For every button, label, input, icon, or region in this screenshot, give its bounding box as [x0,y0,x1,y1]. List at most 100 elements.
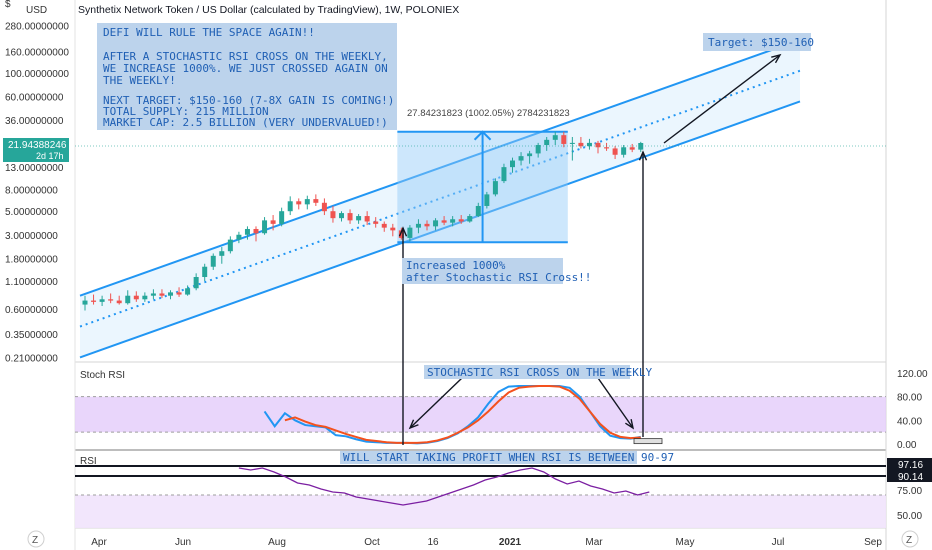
candle-body [176,292,182,295]
candle-body [390,227,396,231]
candlestick-series [82,131,644,311]
stoch-d-line [284,385,641,444]
measure-tool [397,130,568,244]
candle-body [518,156,524,161]
last-price-tag [3,138,69,162]
channel-upper-line [79,39,801,297]
price-tick-label: 1.10000000 [5,277,58,288]
note-line-6: NEXT TARGET: $150-160 (7-8X GAIN IS COMI… [103,94,394,107]
price-tick-label: 100.00000000 [5,69,69,80]
candle-body [475,205,481,217]
last-price-value: 21.94388246 [8,140,67,151]
rsi-band [75,495,886,528]
candle-body [108,299,114,301]
rsi-badge-top-value: 97.16 [898,460,923,471]
note-line-3: WE INCREASE 1000%. WE JUST CROSSED AGAIN… [103,62,388,75]
measure-label: 27.84231823 (1002.05%) 2784231823 [407,108,570,119]
note-line-4: THE WEEKLY! [103,74,176,87]
candle-body [321,202,327,212]
price-tick-label: 36.00000000 [5,116,64,127]
main-note-box[interactable] [97,23,397,130]
rsi-badge-top [887,458,932,470]
increase-note-box[interactable] [402,258,563,284]
candle-body [262,220,268,234]
candle-body [356,216,362,221]
candle-body [544,139,550,146]
arrow-stoch-left [409,377,463,429]
candle-body [116,300,122,304]
stoch-cross-marker [633,438,663,445]
candle-body [484,194,490,206]
time-axis[interactable]: Apr Jun Aug Oct 16 2021 Mar May Jul Sep [91,537,882,548]
note-line-0: DEFI WILL RULE THE SPACE AGAIN!! [103,26,315,39]
candle-body [313,199,319,203]
price-tick-label: 0.21000000 [5,353,58,364]
time-tick-label: Apr [91,537,107,548]
currency-symbol: $ [5,0,11,10]
price-tick-label: 0.35000000 [5,330,58,341]
right-zoom-icon[interactable] [901,530,919,548]
left-zoom-icon-glyph: Z [32,535,38,546]
price-tick-label: 60.00000000 [5,93,64,104]
candle-body [467,216,473,222]
candle-body [578,142,584,147]
candle-body [458,219,464,222]
stoch-panel-title: Stoch RSI [80,370,125,381]
indicator-bands [75,396,886,528]
candle-body [586,142,592,147]
candle-body [621,147,627,155]
stoch-axis: 120.00 80.00 40.00 0.00 [897,369,928,451]
target-label-box[interactable] [703,33,811,51]
arrow-to-target-head [771,53,782,64]
candle-body [244,228,250,235]
price-axis[interactable]: 280.00000000 160.00000000 100.00000000 60.0… [5,22,69,365]
candle-body [339,213,344,219]
rsi-tick-label: 75.00 [897,486,922,497]
price-tick-label: 13.00000000 [5,163,64,174]
measure-arrowhead [473,130,492,141]
target-label: Target: $150-160 [708,36,814,49]
time-tick-label: May [676,537,695,548]
time-tick-label: Jun [175,537,191,548]
stoch-cross-label: STOCHASTIC RSI CROSS ON THE WEEKLY [427,366,653,379]
candle-body [492,181,498,195]
candle-body [501,167,507,182]
candle-body [510,160,515,168]
candle-body [629,147,635,150]
note-line-8: MARKET CAP: 2.5 BILLION (VERY UNDERVALUE… [103,116,388,129]
candle-body [185,288,191,295]
price-tick-label: 3.00000000 [5,231,58,242]
rsi-axis: 75.00 50.00 [897,486,922,522]
rsi-badge-bottom-value: 90.14 [898,472,923,483]
candle-body [142,295,148,300]
candle-body [236,234,242,240]
stoch-tick-label: 120.00 [897,369,928,380]
time-tick-label: Aug [268,537,286,548]
candle-body [595,142,601,148]
time-tick-label: 16 [427,537,439,548]
time-tick-label: Mar [585,537,603,548]
right-zoom-icon-glyph: Z [906,535,912,546]
last-price-countdown: 2d 17h [36,151,64,161]
stoch-cross-label-box[interactable] [424,365,630,379]
candle-body [210,255,216,267]
arrow-to-target [663,54,781,144]
stoch-tick-label: 0.00 [897,440,917,451]
candle-body [381,223,387,228]
price-tick-label: 5.00000000 [5,207,58,218]
candle-body [202,266,208,278]
left-zoom-icon[interactable] [27,530,45,548]
candle-body [535,145,541,154]
rsi-profit-label-box[interactable] [340,451,637,464]
candle-body [287,201,293,212]
candle-body [527,153,533,157]
channel-fill [80,39,800,358]
time-tick-label: Oct [364,537,380,548]
regression-channel [79,39,801,359]
currency-unit: USD [26,5,47,16]
channel-lower-line [79,100,801,359]
candle-body [347,213,353,221]
candle-body [441,220,447,223]
note-line-7: TOTAL SUPPLY: 215 MILLION [103,105,269,118]
